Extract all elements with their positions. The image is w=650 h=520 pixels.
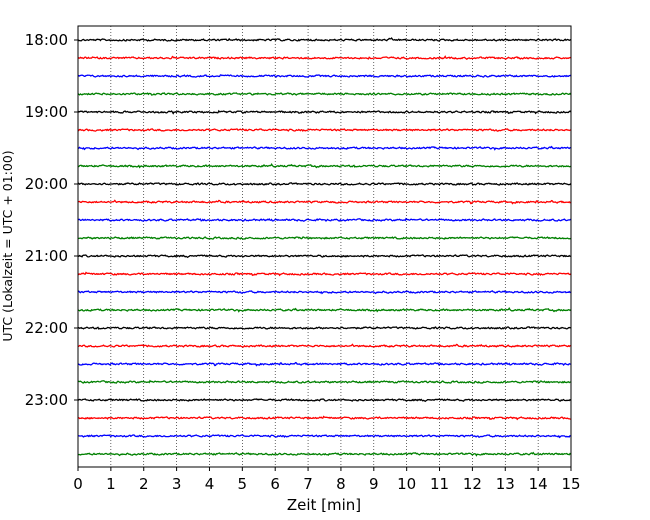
trace-1815 bbox=[77, 55, 572, 61]
trace-2315 bbox=[77, 415, 571, 421]
x-tick-label: 1 bbox=[106, 475, 116, 493]
trace-1945 bbox=[77, 163, 572, 169]
x-tick-label: 12 bbox=[463, 475, 482, 493]
trace-1915 bbox=[77, 128, 572, 132]
y-tick-label: 21:00 bbox=[25, 247, 68, 265]
trace-2345 bbox=[77, 451, 572, 457]
x-tick-label: 13 bbox=[496, 475, 515, 493]
seismic-traces bbox=[77, 37, 572, 457]
x-axis-ticks: 0 1 2 3 4 5 6 7 8 9 10 11 12 13 14 15 bbox=[73, 467, 581, 493]
trace-1930 bbox=[77, 145, 571, 151]
y-tick-label: 18:00 bbox=[25, 31, 68, 49]
trace-1845 bbox=[77, 92, 572, 96]
trace-2115 bbox=[77, 271, 572, 277]
y-tick-label: 20:00 bbox=[25, 175, 68, 193]
trace-1800 bbox=[77, 37, 572, 42]
x-tick-label: 14 bbox=[529, 475, 548, 493]
x-tick-label: 10 bbox=[397, 475, 416, 493]
x-tick-label: 4 bbox=[205, 475, 215, 493]
x-tick-label: 7 bbox=[303, 475, 313, 493]
trace-2300 bbox=[77, 398, 572, 403]
x-tick-label: 2 bbox=[139, 475, 149, 493]
x-tick-label: 15 bbox=[561, 475, 580, 493]
x-tick-label: 6 bbox=[270, 475, 280, 493]
trace-2145 bbox=[77, 307, 572, 313]
y-axis-ticks: 18:00 19:00 20:00 21:00 22:00 23:00 bbox=[25, 31, 78, 409]
trace-2100 bbox=[77, 254, 572, 259]
trace-2045 bbox=[77, 236, 572, 240]
trace-2215 bbox=[77, 343, 571, 348]
trace-2230 bbox=[77, 361, 571, 367]
x-tick-label: 5 bbox=[238, 475, 248, 493]
trace-1830 bbox=[77, 74, 572, 78]
plot-frame bbox=[77, 25, 572, 468]
trace-2015 bbox=[77, 199, 572, 205]
x-tick-label: 3 bbox=[172, 475, 182, 493]
trace-2130 bbox=[77, 290, 572, 295]
trace-1900 bbox=[77, 109, 572, 115]
trace-2200 bbox=[77, 326, 572, 330]
x-tick-label: 11 bbox=[430, 475, 449, 493]
y-tick-label: 22:00 bbox=[25, 319, 68, 337]
trace-2030 bbox=[77, 217, 572, 222]
trace-2000 bbox=[77, 182, 572, 186]
x-axis-label: Zeit [min] bbox=[287, 496, 361, 514]
trace-2330 bbox=[77, 434, 571, 439]
x-tick-label: 9 bbox=[369, 475, 379, 493]
x-tick-label: 0 bbox=[73, 475, 83, 493]
trace-2245 bbox=[77, 379, 571, 384]
x-tick-label: 8 bbox=[336, 475, 346, 493]
y-tick-label: 23:00 bbox=[25, 391, 68, 409]
y-tick-label: 19:00 bbox=[25, 103, 68, 121]
y-axis-label: UTC (Lokalzeit = UTC + 01:00) bbox=[0, 150, 15, 341]
